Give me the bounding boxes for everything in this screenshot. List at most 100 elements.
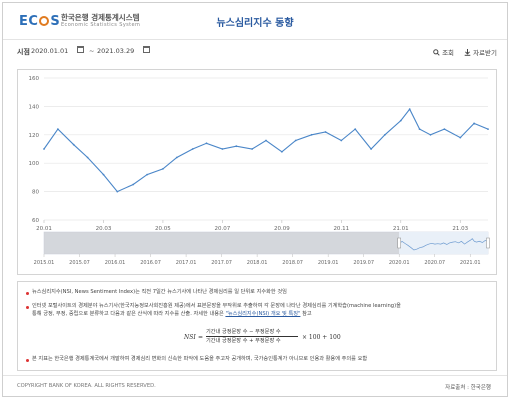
end-calendar-icon[interactable]	[143, 46, 150, 53]
navigator-tick-label: 2021.01	[460, 260, 481, 266]
ecos-logo[interactable]: EC S	[19, 14, 60, 29]
data-point[interactable]	[265, 139, 267, 142]
data-point[interactable]	[162, 168, 164, 170]
data-point[interactable]	[459, 136, 462, 139]
navigator-tick-label: 2020.07	[424, 260, 445, 266]
navigator-tick-label: 2020.01	[389, 260, 410, 266]
navigator-mask-left	[44, 232, 400, 254]
logo-text: EC	[19, 14, 39, 29]
y-tick-label: 120	[29, 133, 40, 139]
source-text: 자료출처 : 한국은행	[445, 385, 491, 391]
search-label: 조회	[442, 49, 455, 57]
navigator-series-line	[398, 238, 489, 251]
data-point[interactable]	[221, 148, 224, 150]
navigator-tick-label: 2019.07	[353, 260, 374, 266]
navigator-tick-label: 2016.01	[105, 260, 126, 266]
org-name: 한국은행 경제통계시스템	[61, 13, 140, 22]
logo-ring-icon	[39, 16, 50, 26]
data-point[interactable]	[175, 156, 178, 159]
data-point[interactable]	[191, 148, 194, 150]
data-point[interactable]	[429, 133, 432, 136]
data-point[interactable]	[310, 133, 313, 136]
navigator-tick-label: 2017.01	[176, 260, 197, 266]
download-label: 자료받기	[473, 49, 497, 57]
data-point[interactable]	[102, 173, 105, 176]
bullet-2	[26, 306, 29, 309]
navigator-tick-label: 2018.01	[247, 260, 268, 266]
search-icon	[433, 49, 440, 56]
data-point[interactable]	[72, 143, 75, 146]
note-1: 뉴스심리지수(NSI, News Sentiment Index)는 직전 7일…	[32, 289, 287, 295]
navigator-tick-label: 2016.07	[140, 260, 161, 266]
date-separator: ~	[89, 47, 95, 55]
navigator-tick-label: 2015.01	[34, 260, 55, 266]
download-icon	[464, 49, 471, 56]
data-point[interactable]	[370, 148, 372, 150]
page-title: 뉴스심리지수 동향	[216, 18, 294, 29]
search-button[interactable]: 조회	[433, 47, 454, 57]
data-point[interactable]	[340, 139, 343, 142]
data-point[interactable]	[418, 128, 421, 130]
formula-equals: =	[198, 334, 204, 341]
data-point[interactable]	[116, 190, 119, 193]
note-2-tail: 참고	[302, 311, 312, 317]
note-3: 본 지표는 한국은행 경제통계국에서 개발하여 경제심리 변화의 신속한 파악에…	[32, 356, 368, 362]
start-calendar-icon[interactable]	[77, 46, 84, 53]
data-point[interactable]	[354, 128, 357, 130]
data-point[interactable]	[487, 128, 489, 130]
header: EC S 한국은행 경제통계시스템 Economic Statistics Sys…	[3, 3, 507, 40]
formula-fraction-line	[206, 336, 298, 337]
bullet-1	[26, 292, 29, 295]
data-point[interactable]	[399, 119, 402, 122]
x-tick-label: 20.05	[155, 226, 171, 232]
nsi-line-chart[interactable]: 60 80 100 120 140 160 20.01 20.03 20.05 20.07 20.0…	[18, 70, 496, 274]
note-2-line-2: 통해 긍정, 부정, 중립으로 분류하고 다음과 같은 산식에 따라 지수를 산…	[32, 311, 494, 318]
toolbar: 시점 2020.01.01 ~ 2021.03.29 조회 자료받기	[3, 40, 507, 64]
x-tick-label: 20.09	[274, 226, 290, 232]
navigator-tick-label: 2015.07	[69, 260, 90, 266]
formula-numerator: 기간내 긍정문장 수 − 부정문장 수	[206, 329, 281, 335]
data-point[interactable]	[281, 150, 283, 153]
formula-lhs: NSI	[184, 334, 196, 341]
data-point[interactable]	[324, 131, 327, 133]
navigator-handle-left[interactable]	[397, 237, 401, 249]
x-tick-label: 20.11	[333, 226, 349, 232]
x-tick-label: 20.03	[96, 226, 112, 232]
nsi-overview-link[interactable]: "뉴스심리지수(NSI) 개요 및 특징"	[225, 311, 301, 317]
data-point[interactable]	[443, 128, 446, 130]
data-point[interactable]	[251, 148, 254, 150]
end-date-field[interactable]: 2021.03.29	[97, 47, 135, 55]
logo-text-end: S	[50, 14, 61, 29]
data-point[interactable]	[43, 148, 45, 150]
notes-box: 뉴스심리지수(NSI, News Sentiment Index)는 직전 7일…	[17, 281, 497, 371]
navigator-tick-label: 2018.07	[282, 260, 303, 266]
note-2-text: 통해 긍정, 부정, 중립으로 분류하고 다음과 같은 산식에 따라 지수를 산…	[32, 311, 224, 317]
y-tick-label: 140	[29, 104, 40, 110]
start-date-field[interactable]: 2020.01.01	[31, 47, 69, 55]
nsi-series-line	[43, 108, 489, 193]
data-point[interactable]	[408, 108, 411, 111]
data-point[interactable]	[473, 122, 475, 125]
formula-rhs: × 100 + 100	[302, 334, 341, 341]
data-point[interactable]	[384, 133, 386, 136]
data-point[interactable]	[294, 139, 297, 142]
download-button[interactable]: 자료받기	[464, 47, 497, 57]
data-point[interactable]	[57, 128, 59, 130]
footer: COPYRIGHT BANK OF KOREA. ALL RIGHTS RESE…	[3, 375, 507, 396]
period-label: 시점	[17, 48, 30, 56]
navigator-tick-label: 2017.07	[211, 260, 232, 266]
chart-container: 60 80 100 120 140 160 20.01 20.03 20.05 20.07 20.0…	[17, 69, 497, 275]
x-tick-label: 20.07	[215, 226, 231, 232]
note-2-line-1: 인터넷 포털사이트의 경제분야 뉴스기사(한국지능정보사회진흥원 제공)에서 표…	[32, 303, 401, 309]
x-tick-label: 20.01	[36, 226, 52, 232]
data-point[interactable]	[235, 145, 238, 148]
data-point[interactable]	[205, 142, 208, 145]
y-tick-label: 160	[29, 76, 40, 82]
navigator-handle-right[interactable]	[486, 237, 490, 249]
copyright-text: COPYRIGHT BANK OF KOREA. ALL RIGHTS RESE…	[17, 383, 156, 389]
data-point[interactable]	[146, 173, 149, 176]
data-point[interactable]	[132, 183, 135, 186]
y-tick-label: 80	[32, 190, 39, 196]
x-tick-label: 21.01	[393, 226, 409, 232]
data-point[interactable]	[86, 156, 89, 159]
